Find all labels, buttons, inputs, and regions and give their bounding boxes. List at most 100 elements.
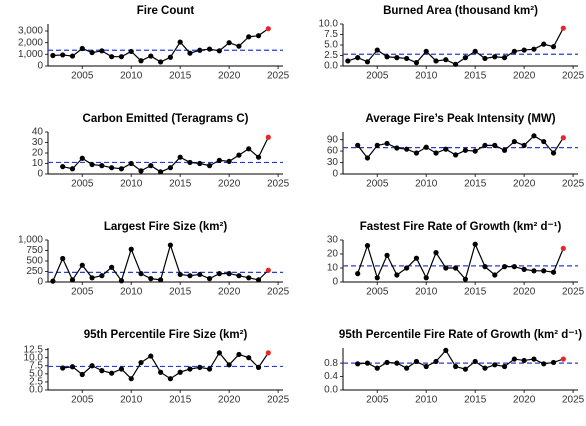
point — [236, 152, 242, 158]
point — [60, 164, 66, 170]
panel-title: Average Fire’s Peak Intensity (MW) — [365, 113, 555, 125]
x-tick-label: 2005 — [366, 287, 389, 298]
point — [128, 376, 134, 382]
series-line — [347, 27, 564, 66]
highlight-point — [560, 245, 566, 251]
x-tick-label: 2020 — [513, 287, 536, 298]
y-tick-label: 10.0 — [24, 352, 44, 363]
point — [482, 264, 488, 270]
y-tick-label: 0 — [37, 61, 43, 72]
point — [345, 58, 351, 64]
x-tick-label: 2025 — [267, 179, 290, 190]
y-tick-label: 10 — [327, 263, 339, 274]
x-tick-label: 2025 — [562, 395, 585, 406]
point — [374, 142, 380, 148]
x-tick-label: 2005 — [71, 287, 94, 298]
y-tick-label: 0.0 — [29, 385, 43, 396]
point — [521, 266, 527, 272]
point — [158, 369, 164, 375]
y-tick-label: 750 — [26, 245, 43, 256]
point — [118, 166, 125, 172]
point — [216, 157, 222, 163]
point — [423, 48, 429, 54]
point — [453, 152, 459, 158]
point — [501, 55, 508, 61]
point — [394, 272, 400, 278]
point — [177, 369, 183, 375]
point — [109, 370, 115, 376]
y-tick-label: 250 — [26, 266, 43, 277]
point — [148, 276, 154, 282]
point — [511, 264, 517, 270]
x-tick-label: 2015 — [169, 71, 192, 82]
series-line — [357, 242, 564, 281]
point — [550, 359, 557, 366]
point — [118, 366, 125, 372]
point — [128, 48, 134, 55]
point — [255, 154, 262, 160]
point — [138, 168, 144, 174]
point — [433, 358, 439, 365]
point — [501, 147, 508, 153]
point — [472, 241, 478, 247]
point — [60, 255, 66, 262]
y-tick-label: 20 — [327, 249, 339, 260]
point — [206, 163, 213, 169]
point — [89, 363, 95, 369]
point — [99, 273, 105, 279]
point — [60, 365, 66, 371]
point — [423, 275, 429, 281]
x-tick-label: 2025 — [562, 179, 585, 190]
point — [550, 44, 557, 50]
point — [118, 54, 125, 60]
y-tick-label: 40 — [32, 127, 44, 138]
point — [69, 277, 76, 283]
point — [206, 46, 213, 52]
point — [433, 58, 439, 64]
x-tick-label: 2005 — [71, 71, 94, 82]
y-tick-label: 0.0 — [324, 61, 338, 72]
point — [443, 146, 449, 152]
highlight-point — [560, 135, 566, 141]
point — [462, 366, 468, 372]
point — [482, 142, 488, 148]
point — [384, 54, 390, 60]
x-tick-label: 2005 — [71, 395, 94, 406]
point — [99, 368, 105, 374]
point — [89, 161, 95, 168]
point — [187, 273, 193, 279]
x-tick-label: 2020 — [218, 287, 241, 298]
y-tick-label: 7.5 — [324, 29, 338, 40]
point — [492, 272, 498, 278]
point — [79, 45, 85, 52]
point — [482, 365, 488, 371]
point — [413, 150, 420, 156]
point — [177, 271, 183, 278]
point — [246, 146, 252, 152]
point — [550, 269, 557, 275]
y-tick-label: 60 — [327, 146, 339, 157]
point — [236, 273, 242, 279]
point — [206, 276, 213, 282]
series-line — [357, 349, 564, 370]
x-tick-label: 2015 — [169, 287, 192, 298]
point — [236, 43, 242, 49]
point — [148, 53, 154, 59]
point — [511, 138, 517, 145]
y-tick-label: 0 — [332, 277, 338, 288]
point — [355, 361, 361, 367]
x-tick-label: 2010 — [415, 71, 438, 82]
x-tick-label: 2015 — [169, 179, 192, 190]
point — [374, 47, 380, 53]
point — [394, 145, 400, 151]
x-tick-label: 2005 — [366, 179, 389, 190]
x-tick-label: 2015 — [464, 71, 487, 82]
x-tick-label: 2015 — [464, 395, 487, 406]
point — [443, 347, 449, 353]
point — [404, 55, 410, 62]
x-tick-label: 2010 — [120, 179, 143, 190]
point — [413, 358, 420, 365]
point — [541, 361, 547, 367]
panel-title: Carbon Emitted (Teragrams C) — [83, 113, 249, 125]
point — [355, 271, 361, 277]
